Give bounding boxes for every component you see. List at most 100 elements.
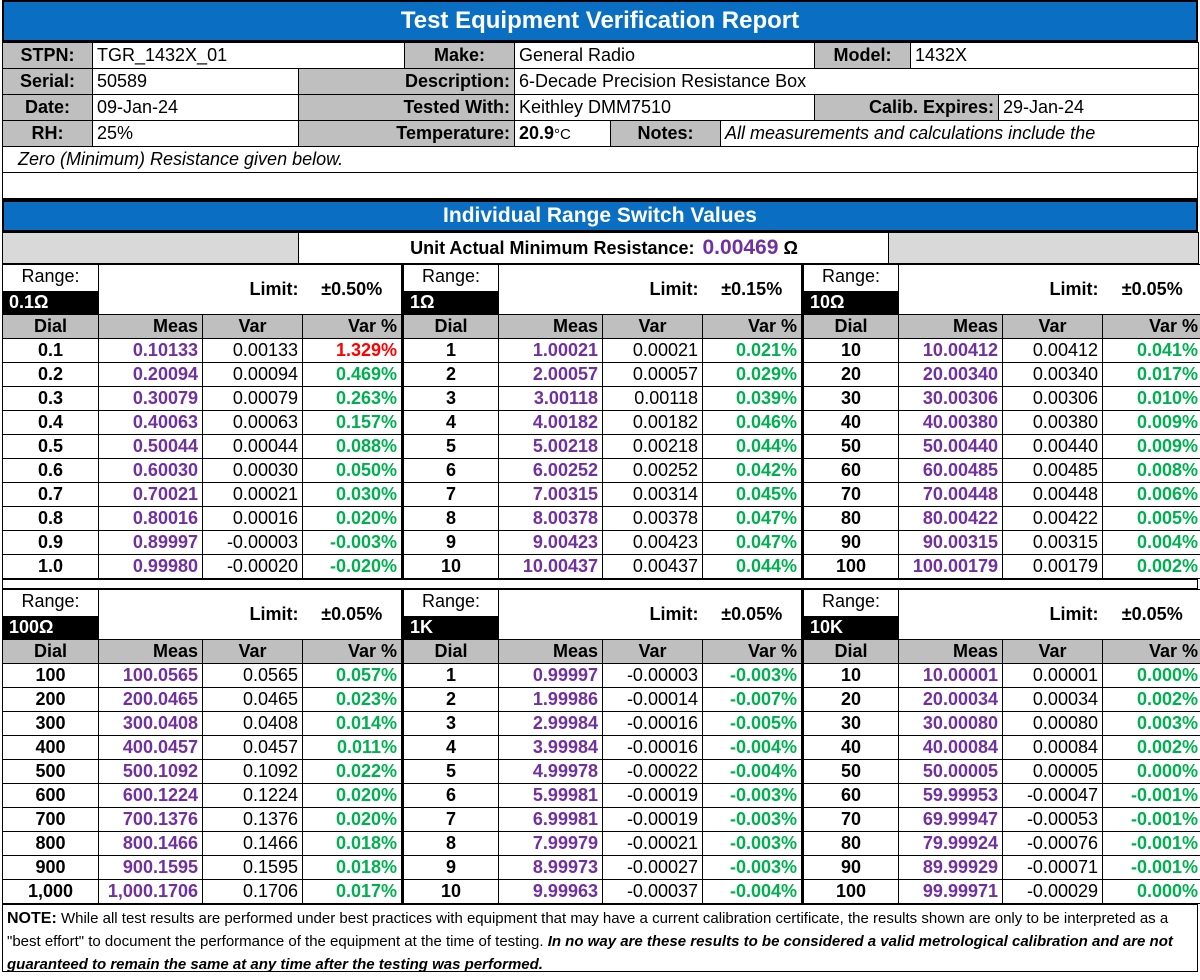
dial-cell: 20 bbox=[801, 687, 899, 712]
limit-value: ±0.05% bbox=[302, 589, 403, 640]
note-emphasis: In no way are these results to be consid… bbox=[7, 933, 1173, 973]
dial-cell: 500 bbox=[2, 759, 99, 784]
dial-cell: 5 bbox=[401, 759, 499, 784]
varpct-cell: 0.009% bbox=[1102, 410, 1200, 435]
var-cell: -0.00076 bbox=[1002, 831, 1103, 856]
varpct-cell: 0.039% bbox=[702, 386, 803, 411]
dial-cell: 5 bbox=[401, 434, 499, 459]
meas-cell: 100.00179 bbox=[898, 554, 1003, 579]
varpct-cell: 0.018% bbox=[302, 831, 403, 856]
meas-cell: 50.00440 bbox=[898, 434, 1003, 459]
var-cell: 0.00044 bbox=[202, 434, 303, 459]
table-row: 500 500.1092 0.1092 0.022% 5 4.99978 -0.00022-… bbox=[2, 759, 1200, 784]
table-row: 600 600.1224 0.1224 0.020% 6 5.99981 -0.00019-… bbox=[2, 783, 1200, 808]
meas-cell: 7.00315 bbox=[498, 482, 603, 507]
varpct-header: Var % bbox=[1102, 314, 1200, 339]
limit-value: ±0.50% bbox=[302, 264, 403, 315]
meas-cell: 600.1224 bbox=[98, 783, 203, 808]
varpct-cell: 0.029% bbox=[702, 362, 803, 387]
table-row: 1.0 0.99980 -0.00020 -0.020% 10 10.00437 0.004… bbox=[2, 554, 1200, 579]
var-cell: 0.00179 bbox=[1002, 554, 1103, 579]
min-resistance-unit: Ω bbox=[783, 238, 798, 258]
meas-cell: 69.99947 bbox=[898, 807, 1003, 832]
stpn-label: STPN: bbox=[2, 42, 93, 69]
var-cell: 0.00315 bbox=[1002, 530, 1103, 555]
limit-label: Limit: bbox=[498, 264, 703, 315]
var-cell: 0.00030 bbox=[202, 458, 303, 483]
var-cell: 0.0465 bbox=[202, 687, 303, 712]
var-cell: 0.00380 bbox=[1002, 410, 1103, 435]
meas-cell: 500.1092 bbox=[98, 759, 203, 784]
min-resistance-value: 0.00469 bbox=[702, 236, 779, 259]
meas-cell: 10.00412 bbox=[898, 338, 1003, 363]
var-header: Var bbox=[1002, 639, 1103, 664]
meas-cell: 90.00315 bbox=[898, 530, 1003, 555]
varpct-cell: 0.046% bbox=[702, 410, 803, 435]
varpct-cell: 0.047% bbox=[702, 530, 803, 555]
calib-expires-label: Calib. Expires: bbox=[814, 94, 1000, 121]
varpct-cell: 0.047% bbox=[702, 506, 803, 531]
varpct-cell: 0.004% bbox=[1102, 530, 1200, 555]
dial-cell: 10 bbox=[801, 663, 899, 688]
var-cell: -0.00019 bbox=[602, 783, 703, 808]
var-cell: -0.00022 bbox=[602, 759, 703, 784]
varpct-cell: 0.014% bbox=[302, 711, 403, 736]
range-label-cell: Range: 100Ω bbox=[2, 589, 99, 640]
var-cell: 0.0408 bbox=[202, 711, 303, 736]
var-cell: 0.00340 bbox=[1002, 362, 1103, 387]
meas-cell: 0.99997 bbox=[498, 663, 603, 688]
dial-cell: 40 bbox=[801, 410, 899, 435]
varpct-cell: 0.002% bbox=[1102, 687, 1200, 712]
meas-header: Meas bbox=[98, 314, 203, 339]
meas-cell: 200.0465 bbox=[98, 687, 203, 712]
dial-header: Dial bbox=[401, 639, 499, 664]
var-cell: -0.00071 bbox=[1002, 855, 1103, 880]
table-row: 0.2 0.20094 0.00094 0.469% 2 2.00057 0.00057 0.… bbox=[2, 362, 1200, 387]
min-right-filler bbox=[888, 232, 1199, 264]
var-cell: 0.00005 bbox=[1002, 759, 1103, 784]
section-title: Individual Range Switch Values bbox=[2, 199, 1198, 232]
dial-cell: 0.1 bbox=[2, 338, 99, 363]
varpct-cell: -0.004% bbox=[702, 735, 803, 760]
blank-row bbox=[2, 173, 1198, 199]
range-caption: Range: bbox=[821, 266, 881, 286]
var-cell: 0.00034 bbox=[1002, 687, 1103, 712]
var-header: Var bbox=[602, 314, 703, 339]
table-row: 200 200.0465 0.0465 0.023% 2 1.99986 -0.00014-… bbox=[2, 687, 1200, 712]
range-label-cell: Range: 10K bbox=[801, 589, 899, 640]
var-cell: 0.1224 bbox=[202, 783, 303, 808]
separator-cell bbox=[2, 579, 1198, 589]
limit-label: Limit: bbox=[898, 264, 1103, 315]
dial-cell: 20 bbox=[801, 362, 899, 387]
var-cell: -0.00029 bbox=[1002, 879, 1103, 904]
var-cell: 0.00252 bbox=[602, 458, 703, 483]
var-cell: -0.00003 bbox=[202, 530, 303, 555]
varpct-cell: 0.044% bbox=[702, 434, 803, 459]
meas-cell: 0.40063 bbox=[98, 410, 203, 435]
range-name: 0.1Ω bbox=[3, 291, 98, 314]
meas-cell: 0.89997 bbox=[98, 530, 203, 555]
varpct-cell: -0.003% bbox=[702, 663, 803, 688]
date-value: 09-Jan-24 bbox=[92, 94, 299, 121]
varpct-header: Var % bbox=[1102, 639, 1200, 664]
var-cell: -0.00027 bbox=[602, 855, 703, 880]
varpct-cell: 0.022% bbox=[302, 759, 403, 784]
table-row: 0.5 0.50044 0.00044 0.088% 5 5.00218 0.00218 0.… bbox=[2, 434, 1200, 459]
varpct-cell: 0.011% bbox=[302, 735, 403, 760]
meas-cell: 300.0408 bbox=[98, 711, 203, 736]
var-cell: -0.00016 bbox=[602, 735, 703, 760]
range-name: 100Ω bbox=[3, 616, 98, 639]
meas-cell: 0.99980 bbox=[98, 554, 203, 579]
meas-cell: 99.99971 bbox=[898, 879, 1003, 904]
var-cell: 0.00378 bbox=[602, 506, 703, 531]
dial-cell: 3 bbox=[401, 711, 499, 736]
var-cell: -0.00037 bbox=[602, 879, 703, 904]
varpct-cell: -0.007% bbox=[702, 687, 803, 712]
meas-cell: 79.99924 bbox=[898, 831, 1003, 856]
var-cell: 0.1466 bbox=[202, 831, 303, 856]
dial-cell: 1,000 bbox=[2, 879, 99, 904]
varpct-cell: 0.021% bbox=[702, 338, 803, 363]
varpct-cell: -0.003% bbox=[702, 831, 803, 856]
meas-cell: 40.00380 bbox=[898, 410, 1003, 435]
